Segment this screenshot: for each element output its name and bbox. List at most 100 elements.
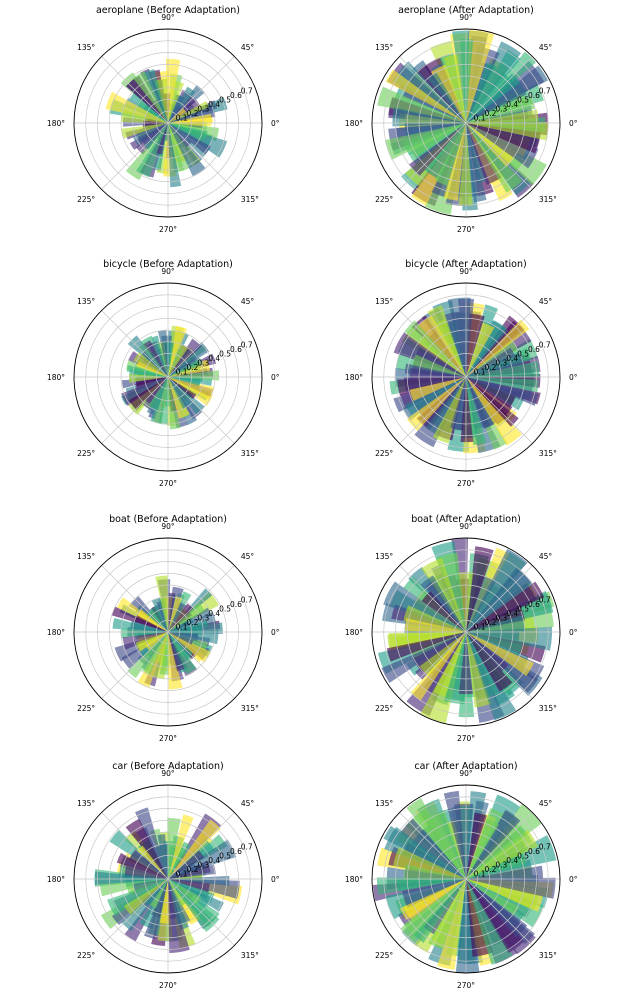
polar-bar bbox=[168, 814, 194, 879]
polar-bar bbox=[466, 73, 521, 123]
polar-bar bbox=[460, 39, 474, 123]
angular-gridline bbox=[101, 56, 169, 124]
polar-bar bbox=[168, 370, 220, 381]
angular-gridline bbox=[101, 376, 169, 444]
radial-tick-label: 0.4 bbox=[506, 354, 518, 363]
polar-bar bbox=[466, 30, 495, 123]
polar-bar bbox=[105, 91, 168, 123]
polar-bar bbox=[432, 377, 466, 444]
polar-bar bbox=[168, 596, 183, 632]
polar-bar bbox=[466, 879, 539, 911]
radial-tick-label: 0.1 bbox=[474, 367, 486, 376]
angle-tick-label: 45° bbox=[539, 43, 553, 52]
angle-tick-label: 90° bbox=[459, 13, 473, 22]
polar-bar bbox=[411, 829, 466, 879]
polar-bar bbox=[466, 879, 528, 938]
polar-bar bbox=[415, 315, 466, 377]
polar-bar bbox=[405, 377, 466, 416]
polar-bar bbox=[466, 632, 534, 676]
angle-tick-label: 0° bbox=[569, 119, 578, 128]
subplot-title: bicycle (Before Adaptation) bbox=[103, 259, 233, 270]
angular-gridline bbox=[465, 376, 533, 444]
radial-tick-label: 0.2 bbox=[485, 865, 497, 874]
polar-frame bbox=[73, 537, 263, 727]
polar-bar bbox=[466, 879, 513, 965]
polar-bar bbox=[420, 632, 466, 724]
polar-bar bbox=[466, 78, 527, 123]
radial-tick-label: 0.2 bbox=[187, 109, 199, 118]
angle-tick-label: 225° bbox=[375, 951, 393, 960]
polar-bar bbox=[143, 123, 168, 150]
angle-tick-label: 270° bbox=[457, 981, 475, 990]
angular-gridline bbox=[465, 565, 533, 633]
polar-bar bbox=[125, 78, 168, 123]
polar-bar bbox=[120, 109, 168, 123]
radial-tick-label: 0.6 bbox=[528, 600, 540, 609]
polar-frame bbox=[371, 537, 561, 727]
angular-gridline bbox=[399, 376, 467, 444]
polar-subplot-7: car (Before Adaptation)0.10.20.30.40.50.… bbox=[47, 761, 280, 990]
polar-bar bbox=[376, 877, 466, 895]
polar-bar bbox=[466, 377, 522, 446]
bar-group bbox=[389, 297, 541, 454]
polar-bar bbox=[136, 361, 168, 377]
polar-bar bbox=[168, 632, 211, 663]
polar-bar bbox=[141, 632, 168, 675]
polar-frame bbox=[73, 28, 263, 218]
polar-bar bbox=[428, 810, 466, 879]
radial-tick-label: 0.3 bbox=[197, 860, 209, 869]
polar-bar bbox=[466, 123, 487, 203]
polar-bar bbox=[150, 879, 168, 909]
polar-bar bbox=[135, 609, 168, 632]
radial-tick-label: 0.6 bbox=[230, 345, 242, 354]
polar-bar bbox=[466, 377, 539, 393]
polar-bar bbox=[135, 807, 168, 879]
angle-tick-label: 0° bbox=[569, 875, 578, 884]
radial-tick-label: 0.3 bbox=[495, 613, 507, 622]
radial-tick-label: 0.6 bbox=[528, 847, 540, 856]
polar-bar bbox=[130, 620, 168, 632]
polar-bar bbox=[420, 575, 466, 632]
radial-tick-label: 0.1 bbox=[176, 113, 188, 122]
polar-bar bbox=[168, 632, 197, 675]
polar-bar bbox=[168, 632, 199, 642]
angle-tick-label: 0° bbox=[271, 119, 280, 128]
polar-bar bbox=[466, 319, 530, 377]
polar-bar bbox=[168, 377, 215, 401]
polar-bar bbox=[155, 575, 168, 632]
polar-bar bbox=[434, 123, 466, 186]
polar-bar bbox=[466, 352, 525, 377]
angle-tick-label: 90° bbox=[459, 769, 473, 778]
angular-gridline bbox=[167, 122, 235, 190]
radial-tick-label: 0.7 bbox=[539, 842, 551, 851]
radial-tick-label: 0.7 bbox=[241, 340, 253, 349]
polar-bar bbox=[443, 123, 466, 201]
angle-tick-label: 0° bbox=[271, 373, 280, 382]
angle-tick-label: 135° bbox=[375, 552, 393, 561]
radial-tick-label: 0.2 bbox=[485, 618, 497, 627]
angular-gridline bbox=[101, 878, 169, 946]
angle-tick-label: 225° bbox=[77, 449, 95, 458]
radial-tick-label: 0.7 bbox=[539, 86, 551, 95]
polar-bar bbox=[466, 377, 519, 427]
angle-tick-label: 0° bbox=[569, 373, 578, 382]
subplot-title: bicycle (After Adaptation) bbox=[405, 259, 526, 270]
bar-group bbox=[372, 790, 557, 973]
radial-tick-label: 0.3 bbox=[495, 358, 507, 367]
polar-subplot-2: aeroplane (After Adaptation) 0.10.20.30.4… bbox=[345, 5, 578, 234]
angle-tick-label: 0° bbox=[569, 628, 578, 637]
polar-bar bbox=[149, 606, 168, 632]
polar-bar bbox=[466, 809, 521, 879]
angle-tick-label: 180° bbox=[345, 373, 363, 382]
polar-bar bbox=[158, 377, 168, 425]
angle-tick-label: 315° bbox=[539, 704, 557, 713]
polar-bar bbox=[377, 86, 466, 123]
polar-bar bbox=[466, 340, 519, 377]
polar-bar bbox=[141, 123, 168, 147]
polar-bar bbox=[168, 344, 189, 377]
polar-bar bbox=[168, 338, 202, 377]
polar-bar bbox=[409, 123, 466, 158]
angle-tick-label: 270° bbox=[159, 225, 177, 234]
angle-tick-label: 270° bbox=[159, 734, 177, 743]
